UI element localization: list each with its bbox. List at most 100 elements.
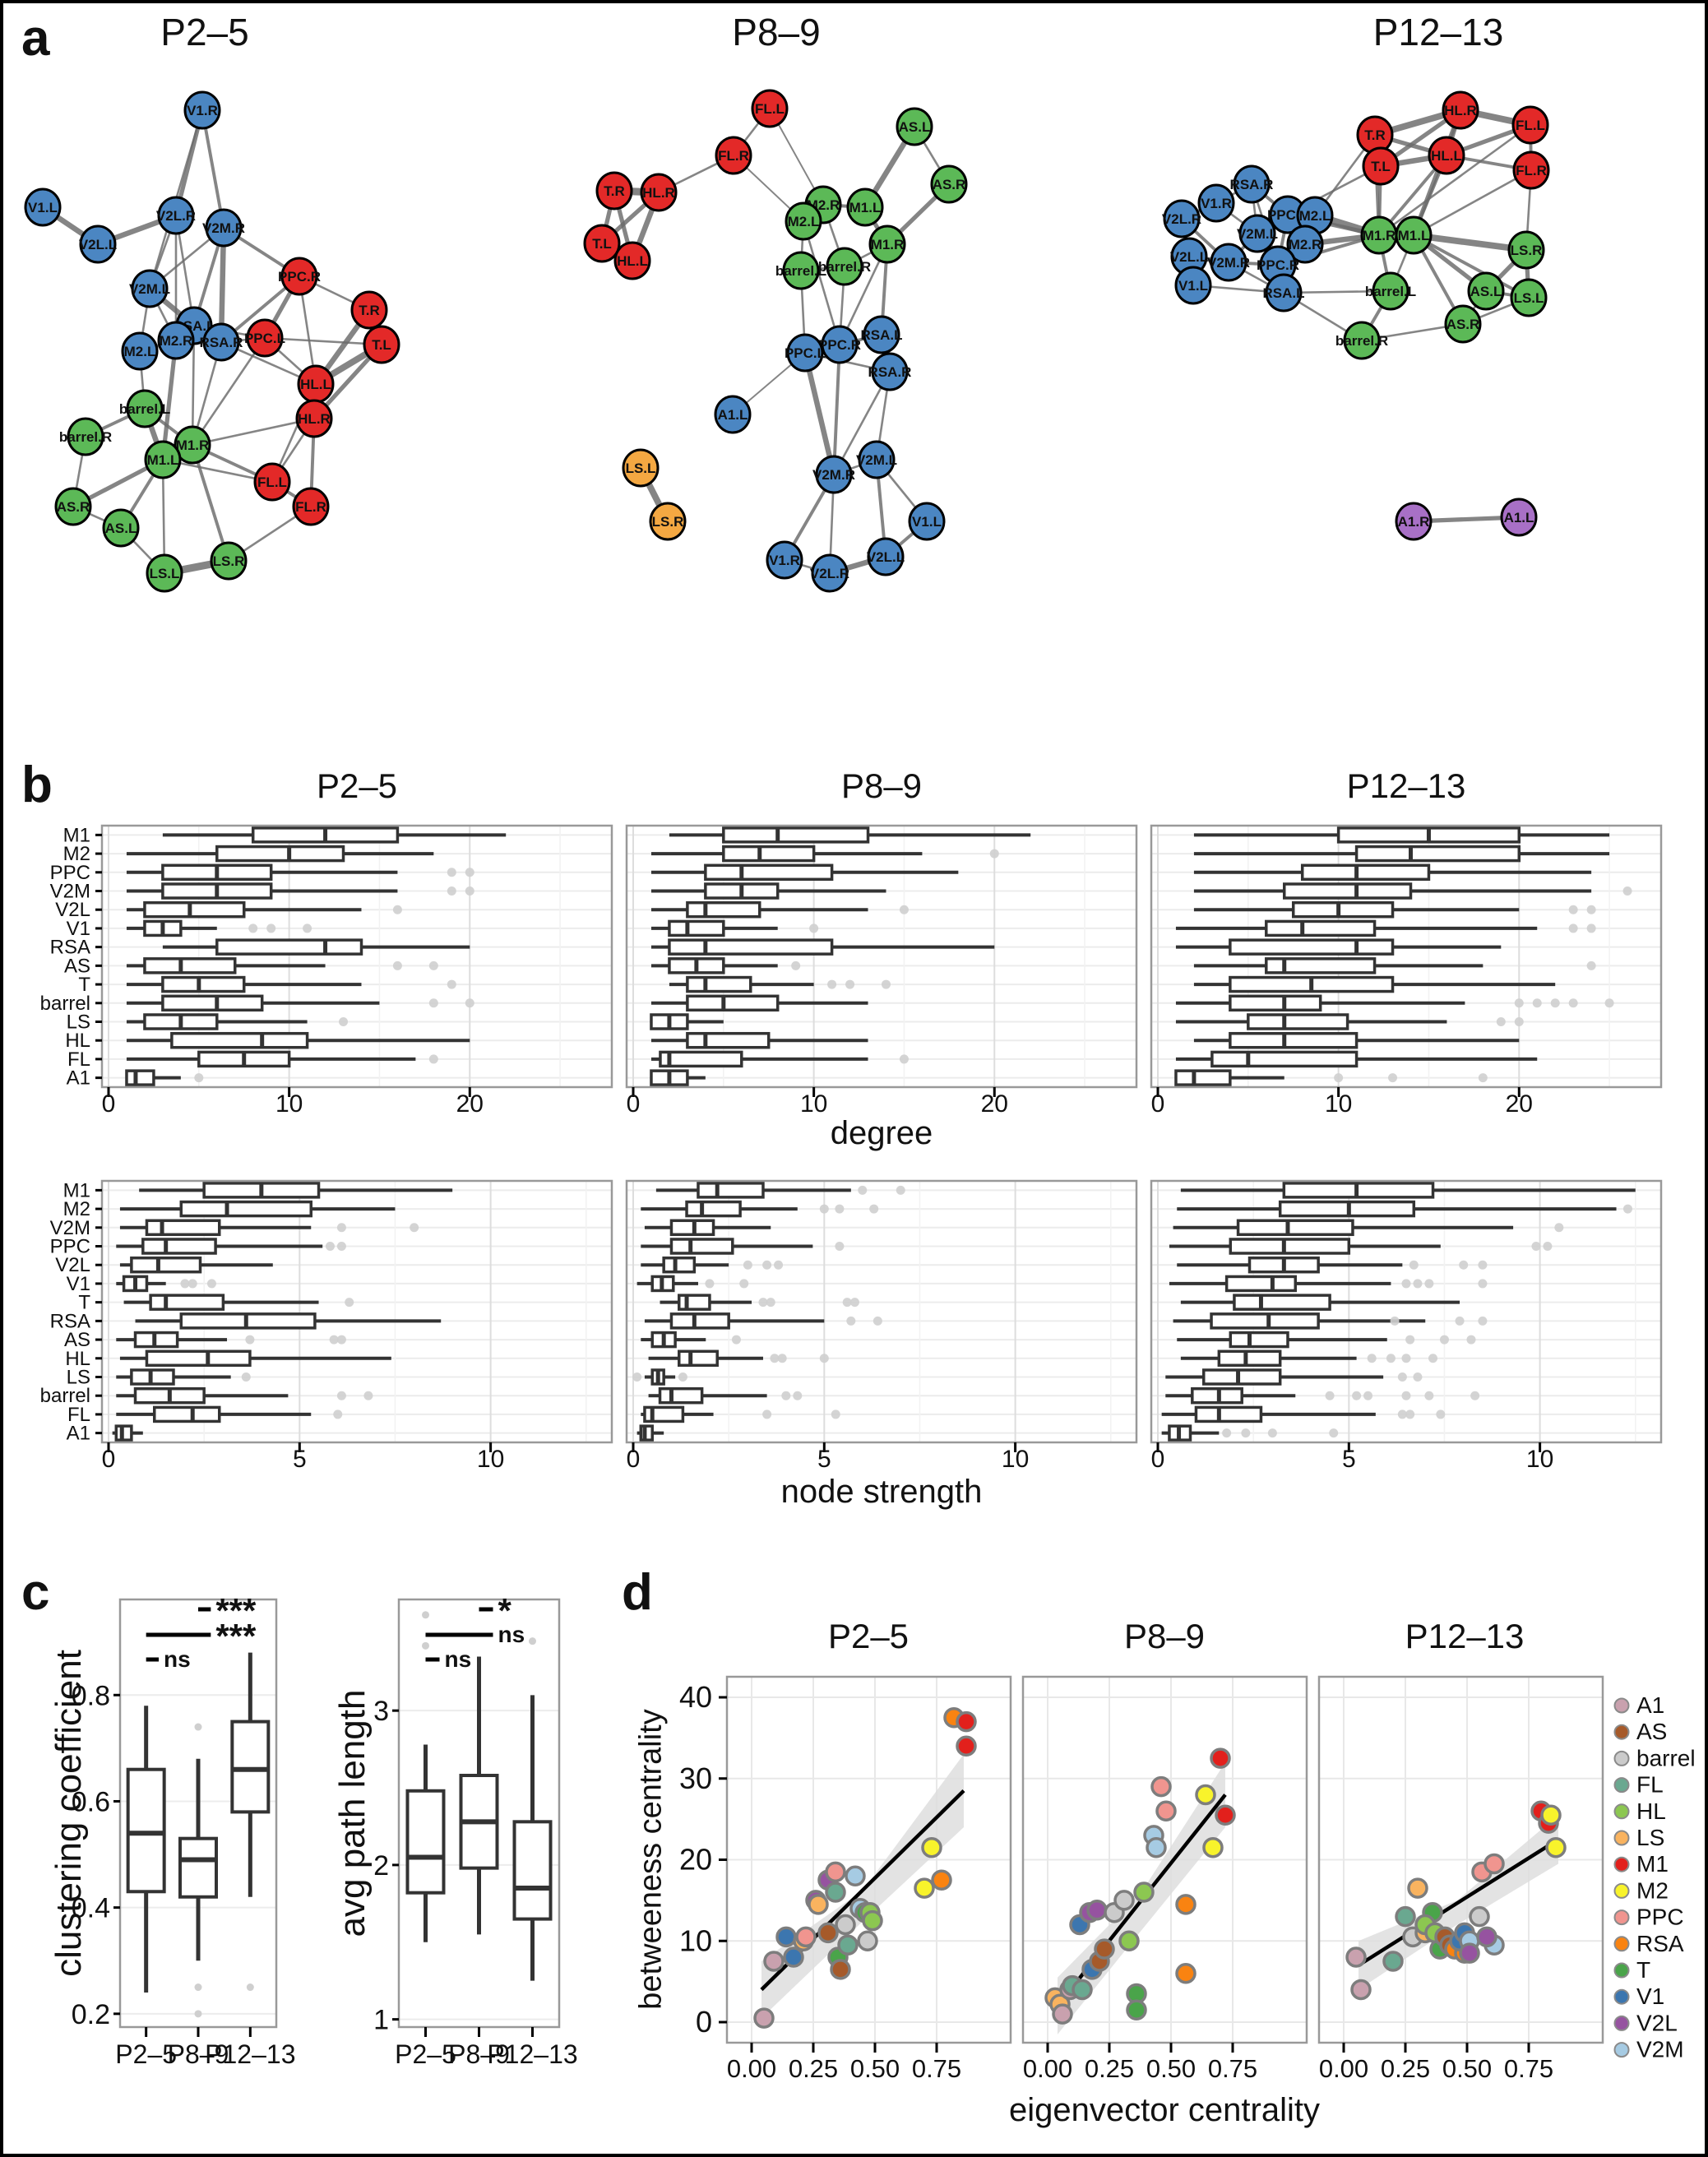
panel-label-c: c [21, 1564, 50, 1621]
x-tick-label: 5 [817, 1446, 831, 1473]
outlier-point [766, 1298, 775, 1308]
network-node-label: M2.R [160, 333, 193, 349]
category-label: FL [67, 1404, 90, 1426]
scatter-point-V2L [1086, 1899, 1108, 1921]
outlier-point [1478, 1279, 1488, 1289]
network-edge [160, 338, 178, 462]
box [668, 919, 725, 937]
network-node-RSA.R [1233, 164, 1271, 204]
network-node-A1.R [1395, 502, 1433, 541]
outlier-point [1470, 1391, 1480, 1400]
network-edge [802, 220, 841, 346]
outlier-point [1496, 1017, 1506, 1026]
group-label: P12–13 [205, 2039, 295, 2069]
network-node-label: barrel.L [1365, 284, 1416, 299]
network-node-label: T.R [604, 183, 625, 199]
network-node-V2M.L [131, 269, 169, 308]
outlier-point [842, 1298, 852, 1308]
network-node-RSA.L [1265, 273, 1303, 312]
network-node-label: LS.L [1514, 290, 1544, 306]
network-node-label: PPC.R [1257, 257, 1299, 273]
network-node-label: barrel.R [818, 259, 871, 275]
network-edge [161, 458, 274, 484]
network-node-HL.R [640, 173, 678, 212]
box [161, 975, 246, 993]
network-node-label: LS.R [652, 514, 684, 530]
xlabel-node-strength: node strength [780, 1474, 983, 1510]
outlier-point [465, 868, 474, 877]
network-node-label: HL.L [300, 377, 331, 392]
network-node-label: HL.L [617, 253, 648, 269]
network-node-AS.R [54, 487, 92, 526]
box [668, 938, 834, 956]
panel-border [1317, 1675, 1604, 2044]
xlabel-degree: degree [830, 1115, 933, 1151]
network-node-label: barrel.R [59, 429, 112, 445]
outlier-point [1428, 1354, 1438, 1363]
significance-label: *** [215, 1591, 257, 1630]
chart-layer: V1.RV1.LV2L.RV2M.RV2L.LV2M.LPPC.RT.RRSA.… [24, 89, 1696, 2083]
network-node-label: M1.R [1363, 228, 1396, 243]
network-node-PPC.L [246, 318, 284, 358]
x-tick-label: 0 [627, 1090, 641, 1118]
outlier-point [1604, 998, 1614, 1008]
network-edge [191, 417, 316, 447]
legend-swatch-barrel [1613, 1750, 1630, 1766]
category-label: barrel [40, 993, 90, 1015]
network-node-label: RSA.L [861, 327, 903, 343]
outlier-point [1586, 960, 1596, 970]
legend-swatch-V2M [1613, 2042, 1630, 2058]
network-node-label: AS.R [57, 499, 90, 515]
outlier-point [1478, 1316, 1488, 1326]
group-label: P2–5 [115, 2039, 177, 2069]
scatter-point-M1 [1210, 1747, 1231, 1769]
network-node-label: T.L [1371, 159, 1391, 174]
box [1229, 1238, 1351, 1255]
network-node-label: M2.L [788, 214, 820, 229]
network-node-LS.R [210, 541, 248, 581]
network-node-label: AS.L [1470, 284, 1502, 299]
outlier-point [248, 923, 258, 933]
outlier-point [333, 1409, 343, 1419]
scatter-point-M2 [1545, 1836, 1567, 1858]
boxplot-panel-r2-3: 0 5 10 [1150, 1179, 1663, 1473]
network-node-HL.R [1442, 90, 1479, 130]
confidence-band [761, 1754, 964, 2019]
network-node-label: AS.L [899, 119, 931, 135]
outlier-point [1586, 923, 1596, 933]
outlier-point [819, 1354, 829, 1363]
network-1: V1.R V1.L V2L.R V2M.R V2L.L V2M.L PPC.R T.R RSA.… [24, 90, 400, 593]
category-label: RSA [50, 1310, 90, 1332]
box [512, 1820, 553, 1921]
x-tick-label: 0 [1151, 1446, 1165, 1473]
network-node-T.L [583, 224, 621, 263]
category-label: V1 [67, 1273, 90, 1295]
network-node-label: RSA.R [1230, 177, 1274, 192]
outlier-point [770, 1354, 780, 1363]
network-node-A1.L [714, 395, 752, 434]
scatter-point-A1 [1345, 1946, 1367, 1968]
outlier-point [1352, 1391, 1362, 1400]
network-node-label: T.R [1364, 127, 1386, 143]
network-node-M1.R [174, 425, 211, 465]
box [685, 1200, 742, 1218]
network-edge [263, 336, 383, 346]
network-node-AS.L [1467, 271, 1505, 311]
legend-swatch-LS [1613, 1830, 1630, 1846]
box [149, 1294, 225, 1311]
network-node-label: T.R [359, 303, 380, 318]
outlier-point [1386, 1354, 1396, 1363]
panel-label-d: d [622, 1564, 653, 1621]
ylabel-betweenness-centrality: betweeness centrality [633, 1709, 669, 2010]
network-node-label: PPC.L [785, 345, 826, 361]
outlier-point [194, 1073, 204, 1083]
outlier-point [1267, 1428, 1277, 1438]
box [1354, 845, 1521, 863]
scatter-title-p12-13: P12–13 [1405, 1617, 1525, 1655]
outlier-point [1622, 886, 1632, 896]
box [1224, 1275, 1298, 1293]
scatter-point-V1 [783, 1946, 804, 1968]
scatter-point-M1 [956, 1735, 977, 1757]
